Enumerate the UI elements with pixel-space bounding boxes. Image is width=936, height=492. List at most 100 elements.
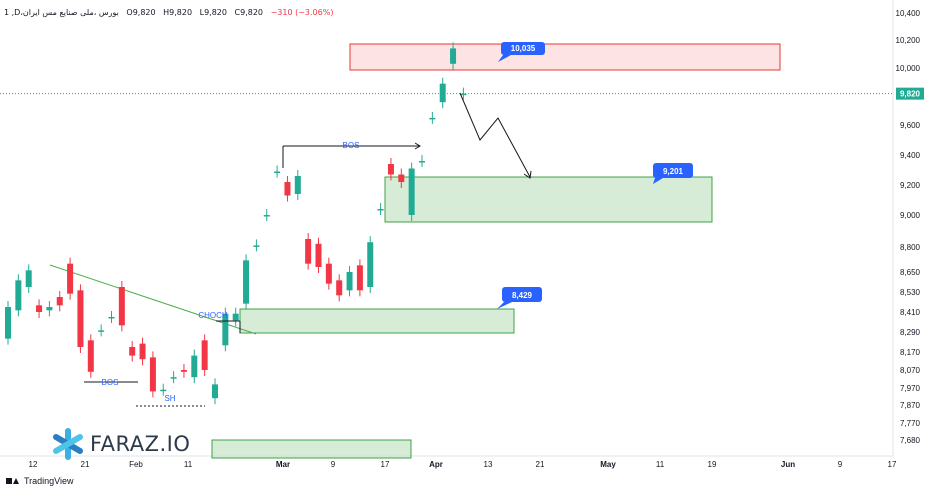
supply-zone — [349, 43, 781, 71]
price-tick-label: 8,530 — [900, 288, 921, 297]
candle-body — [149, 357, 156, 392]
candle-body — [429, 117, 436, 120]
candle-body — [253, 245, 260, 247]
candle-body — [450, 48, 457, 64]
price-tick-label: 9,200 — [900, 181, 921, 190]
callout-tail — [498, 55, 511, 62]
price-tick-label: 9,600 — [900, 121, 921, 130]
candle-body — [274, 171, 281, 173]
candle-body — [87, 340, 94, 372]
sh-label: SH — [164, 394, 175, 403]
tradingview-icon — [6, 477, 20, 485]
price-tick-label: 7,680 — [900, 436, 921, 445]
candle-body — [56, 297, 63, 306]
candle-body — [25, 270, 32, 287]
price-tick-label: 10,200 — [896, 36, 921, 45]
demand-zone — [211, 439, 412, 459]
price-tick-label: 8,070 — [900, 366, 921, 375]
candle-body — [367, 242, 374, 287]
candle-body — [315, 243, 322, 267]
candle-body — [139, 343, 146, 360]
candle-body — [460, 93, 467, 96]
demand-zone — [384, 176, 713, 223]
price-tick-label: 9,000 — [900, 211, 921, 220]
time-tick-label: 11 — [656, 460, 665, 469]
time-tick-label: Mar — [276, 460, 290, 469]
candle-body — [180, 370, 187, 372]
candle-body — [356, 265, 363, 291]
candle-body — [377, 209, 384, 211]
tradingview-brand: TradingView — [24, 476, 74, 486]
candle-body — [98, 330, 105, 332]
price-tick-label: 7,770 — [900, 419, 921, 428]
callout-label: 10,035 — [511, 44, 536, 53]
candle-body — [170, 377, 177, 379]
candle-body — [5, 307, 11, 339]
callout-label: 8,429 — [512, 291, 533, 300]
chart-header: 1 ,D،بورس ،ملی صنایع مس ایران O9,820 H9,… — [4, 8, 338, 17]
candle-body — [294, 176, 301, 194]
price-tick-label: 8,650 — [900, 268, 921, 277]
time-tick-label: Apr — [429, 460, 443, 469]
time-tick-label: 21 — [81, 460, 90, 469]
candle-body — [67, 263, 74, 294]
open-value: O9,820 — [126, 8, 156, 17]
candle-body — [336, 280, 343, 296]
candle-body — [222, 313, 229, 346]
candle-body — [305, 239, 312, 264]
time-tick-label: 9 — [331, 460, 336, 469]
candle-body — [346, 272, 353, 291]
candle-body — [398, 174, 405, 182]
price-tick-label: 10,000 — [896, 64, 921, 73]
candle-body — [15, 280, 22, 311]
callout-tail — [653, 178, 663, 184]
candle-body — [439, 83, 446, 103]
choch-label: CHOCH — [198, 311, 228, 320]
faraz-logo: FARAZ.IO — [52, 428, 190, 460]
candle-body — [325, 263, 332, 284]
last-price-badge — [896, 87, 924, 100]
candle-body — [77, 290, 84, 347]
time-tick-label: 11 — [184, 460, 193, 469]
bos-label-upper: BOS — [343, 141, 360, 150]
bos-arrowhead — [414, 142, 421, 150]
candle-body — [419, 161, 425, 163]
candle-body — [263, 215, 270, 217]
time-tick-label: May — [600, 460, 616, 469]
tradingview-footer[interactable]: TradingView — [6, 476, 74, 486]
candle-body — [243, 260, 250, 304]
time-tick-label: 9 — [838, 460, 843, 469]
price-tick-label: 7,870 — [900, 401, 921, 410]
time-tick-label: 19 — [708, 460, 717, 469]
price-tick-label: 7,970 — [900, 384, 921, 393]
candle-body — [284, 182, 291, 196]
callout-box — [502, 287, 542, 302]
candle-body — [160, 389, 167, 392]
high-value: H9,820 — [163, 8, 193, 17]
candle-body — [118, 287, 125, 326]
candle-body — [201, 340, 208, 370]
change-value: −310 (−3.06%) — [270, 8, 334, 17]
candle-body — [408, 168, 415, 215]
faraz-logo-text: FARAZ.IO — [90, 432, 191, 456]
callout-box — [653, 163, 693, 178]
candle-body — [191, 355, 198, 378]
candle-body — [46, 307, 53, 311]
symbol-label[interactable]: 1 ,D،بورس ،ملی صنایع مس ایران — [4, 8, 119, 17]
faraz-star-icon — [53, 428, 83, 460]
candle-body — [212, 384, 218, 399]
projection-path — [459, 92, 531, 178]
last-price-label: 9,820 — [900, 90, 921, 99]
callout-box — [501, 42, 545, 55]
time-tick-label: 17 — [888, 460, 897, 469]
price-tick-label: 9,400 — [900, 151, 921, 160]
time-tick-label: 12 — [29, 460, 38, 469]
close-value: C9,820 — [234, 8, 264, 17]
candle-body — [232, 313, 239, 321]
price-tick-label: 10,400 — [896, 9, 921, 18]
bos-label-lower: BOS — [102, 378, 119, 387]
time-tick-label: Jun — [781, 460, 795, 469]
candle-body — [129, 347, 136, 356]
